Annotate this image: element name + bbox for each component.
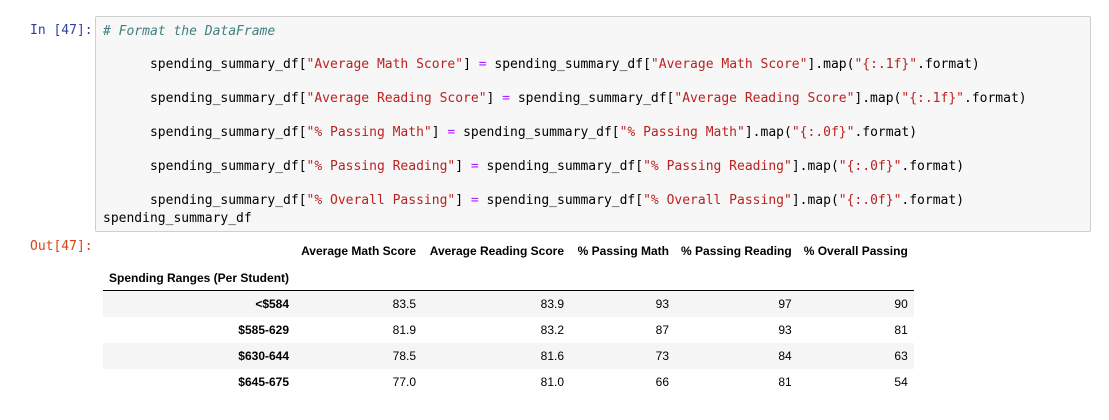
table-cell: 87 [655, 323, 670, 337]
table-cell: 81.0 [540, 375, 565, 389]
table-cell: 78.5 [392, 349, 417, 363]
table-cell: 81.9 [392, 323, 417, 337]
code-line-final: spending_summary_df [103, 211, 252, 226]
code-line: spending_summary_df["% Passing Reading"]… [149, 159, 965, 174]
index-name: Spending Ranges (Per Student) [103, 265, 296, 291]
table-cell: 77.0 [392, 375, 417, 389]
code-line: spending_summary_df["Average Reading Sco… [149, 91, 1027, 106]
table-cell: 81 [894, 323, 908, 337]
table-cell: 66 [655, 375, 670, 389]
table-cell: 83.5 [392, 297, 417, 311]
table-row: $585-629 81.9 83.2 87 93 81 [103, 317, 914, 343]
table-cell: 97 [778, 297, 792, 311]
table-cell: 63 [894, 349, 908, 363]
table-row: $630-644 78.5 81.6 73 84 63 [103, 343, 914, 369]
table-cell: 83.9 [540, 297, 565, 311]
index-name-row: Spending Ranges (Per Student) [103, 265, 914, 291]
table-cell: 83.2 [540, 323, 565, 337]
code-editor[interactable]: # Format the DataFrame spending_summary_… [95, 16, 1091, 232]
table-cell: 90 [894, 297, 908, 311]
table-cell: 93 [655, 297, 670, 311]
dataframe-output: Average Math Score Average Reading Score… [103, 236, 914, 395]
output-prompt: Out[47]: [30, 239, 93, 254]
table-cell: 54 [894, 375, 908, 389]
table-cell: 81 [778, 375, 792, 389]
table-row: <$584 83.5 83.9 93 97 90 [103, 290, 914, 317]
table-cell: 81.6 [540, 349, 565, 363]
table-row: $645-675 77.0 81.0 66 81 54 [103, 369, 914, 395]
column-header: % Passing Reading [681, 243, 792, 258]
dataframe-table: Average Math Score Average Reading Score… [103, 236, 914, 395]
table-cell: 73 [655, 349, 670, 363]
table-cell: 93 [778, 323, 792, 337]
column-header: Average Reading Score [429, 243, 565, 258]
blank-header-cell [103, 236, 295, 265]
input-prompt: In [47]: [30, 23, 93, 38]
column-header: Average Math Score [301, 243, 417, 258]
code-comment: # Format the DataFrame [103, 24, 276, 39]
code-line: spending_summary_df["% Passing Math"] = … [149, 125, 918, 140]
code-line: spending_summary_df["Average Math Score"… [149, 57, 980, 72]
row-index: $645-675 [238, 375, 290, 389]
row-index: <$584 [255, 297, 290, 311]
table-cell: 84 [778, 349, 792, 363]
column-header-row: Average Math Score Average Reading Score… [103, 236, 914, 265]
row-index: $585-629 [238, 323, 290, 337]
column-header: % Passing Math [577, 243, 670, 258]
code-line: spending_summary_df["% Overall Passing"]… [149, 193, 965, 208]
row-index: $630-644 [238, 349, 290, 363]
column-header: % Overall Passing [803, 243, 908, 258]
